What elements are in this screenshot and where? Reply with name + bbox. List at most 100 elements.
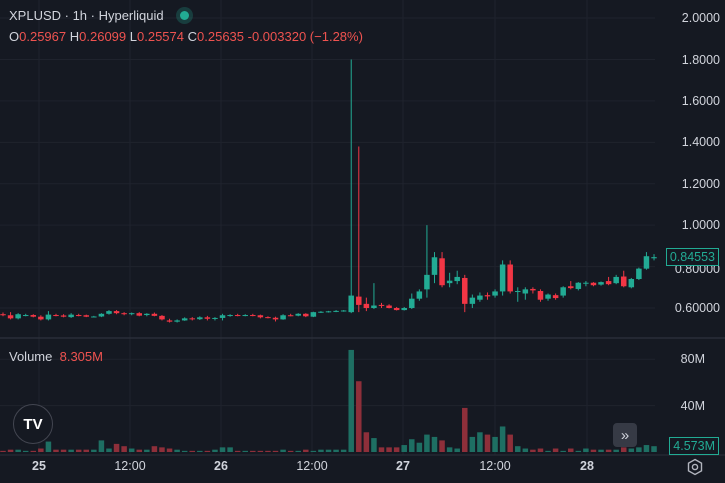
volume-bar (197, 450, 203, 452)
candle-body (159, 315, 165, 320)
candle-body (257, 315, 264, 318)
candle-body (651, 257, 657, 259)
candle-body (507, 264, 513, 292)
volume-bar (227, 447, 233, 452)
candle-body (91, 316, 97, 318)
candle-body (393, 308, 400, 311)
time-tick: 28 (580, 459, 594, 473)
volume-bar (287, 450, 294, 452)
open-value: 0.25967 (19, 29, 67, 44)
volume-bar (310, 450, 317, 452)
volume-bar (507, 434, 513, 452)
candle-body (30, 315, 37, 317)
candle-body (303, 313, 309, 317)
candle-body (128, 313, 135, 315)
candle-body (98, 313, 105, 317)
volume-bar (340, 449, 347, 452)
candle-body (409, 298, 415, 308)
low-value: 0.25574 (137, 29, 184, 44)
volume-bar (477, 432, 483, 452)
candle-body (174, 320, 180, 322)
candle-body (318, 311, 324, 313)
volume-bar (348, 349, 354, 452)
double-chevron-right-icon: » (620, 426, 630, 444)
candle-body (333, 310, 339, 312)
candle-body (265, 317, 271, 319)
price-tick: 1.4000 (681, 135, 720, 149)
volume-bar (204, 450, 211, 452)
volume-bar (38, 448, 44, 452)
open-label: O (9, 29, 20, 44)
volume-bar (628, 448, 635, 452)
candle-body (416, 291, 423, 299)
volume-bar (484, 434, 491, 452)
candle-body (83, 315, 90, 317)
candle-body (643, 256, 650, 269)
volume-bar (333, 449, 339, 452)
candle-body (484, 295, 491, 297)
volume-bar (113, 443, 120, 452)
candle-body (219, 315, 226, 318)
scroll-to-realtime-button[interactable]: » (613, 423, 637, 447)
candle-body (537, 291, 544, 300)
candle-body (568, 286, 574, 289)
symbol-legend[interactable]: XPLUSD · 1h · Hyperliquid (9, 8, 189, 23)
candle-body (446, 280, 453, 284)
candle-body (439, 258, 445, 286)
volume-bar (181, 450, 188, 452)
volume-bar (121, 446, 127, 452)
symbol-title: XPLUSD · 1h · Hyperliquid (9, 8, 164, 23)
time-tick: 27 (396, 459, 410, 473)
candle-body (431, 257, 438, 275)
last-price-tag: 0.84553 (665, 248, 719, 266)
volume-bar (446, 447, 453, 452)
volume-bar (636, 447, 642, 452)
volume-bar (416, 442, 423, 452)
candle-body (492, 291, 498, 296)
volume-bar (530, 449, 536, 452)
candle-body (348, 295, 354, 313)
candle-body (605, 281, 612, 285)
volume-bar (537, 448, 544, 452)
volume-bar (75, 449, 82, 452)
tradingview-logo[interactable]: TV (13, 404, 53, 444)
candle-body (590, 282, 597, 286)
candle-body (212, 317, 218, 319)
volume-bar (431, 436, 438, 452)
candle-body (424, 274, 430, 290)
volume-legend[interactable]: Volume 8.305M (9, 349, 103, 364)
candle-body (499, 264, 506, 292)
volume-bar (106, 448, 112, 452)
volume-bar (393, 447, 400, 452)
volume-bar (136, 449, 143, 452)
volume-label: Volume (9, 349, 53, 364)
candle-body (45, 314, 52, 320)
gear-icon[interactable] (686, 458, 704, 476)
price-tick: 0.60000 (674, 301, 720, 315)
candle-body (575, 282, 582, 289)
time-tick: 26 (214, 459, 228, 473)
candle-body (38, 316, 44, 320)
volume-bar (371, 438, 377, 452)
candle-body (22, 315, 29, 317)
candle-body (462, 277, 468, 304)
candle-body (469, 297, 476, 304)
candle-body (15, 314, 21, 319)
candle-body (477, 295, 483, 300)
volume-bar (409, 439, 415, 452)
volume-bar (522, 448, 529, 452)
volume-bar (91, 449, 97, 452)
candle-body (545, 294, 551, 299)
volume-bar (620, 447, 627, 452)
candle-body (560, 287, 566, 296)
price-tick: 1.2000 (681, 177, 720, 191)
volume-bar (386, 447, 392, 452)
ohlc-legend: O0.25967 H0.26099 L0.25574 C0.25635 -0.0… (9, 29, 363, 44)
candle-body (287, 315, 294, 317)
price-tick: 1.8000 (681, 53, 720, 67)
volume-bar (68, 449, 74, 452)
volume-bar (303, 449, 309, 452)
candle-body (0, 314, 6, 316)
volume-bar (598, 449, 604, 452)
